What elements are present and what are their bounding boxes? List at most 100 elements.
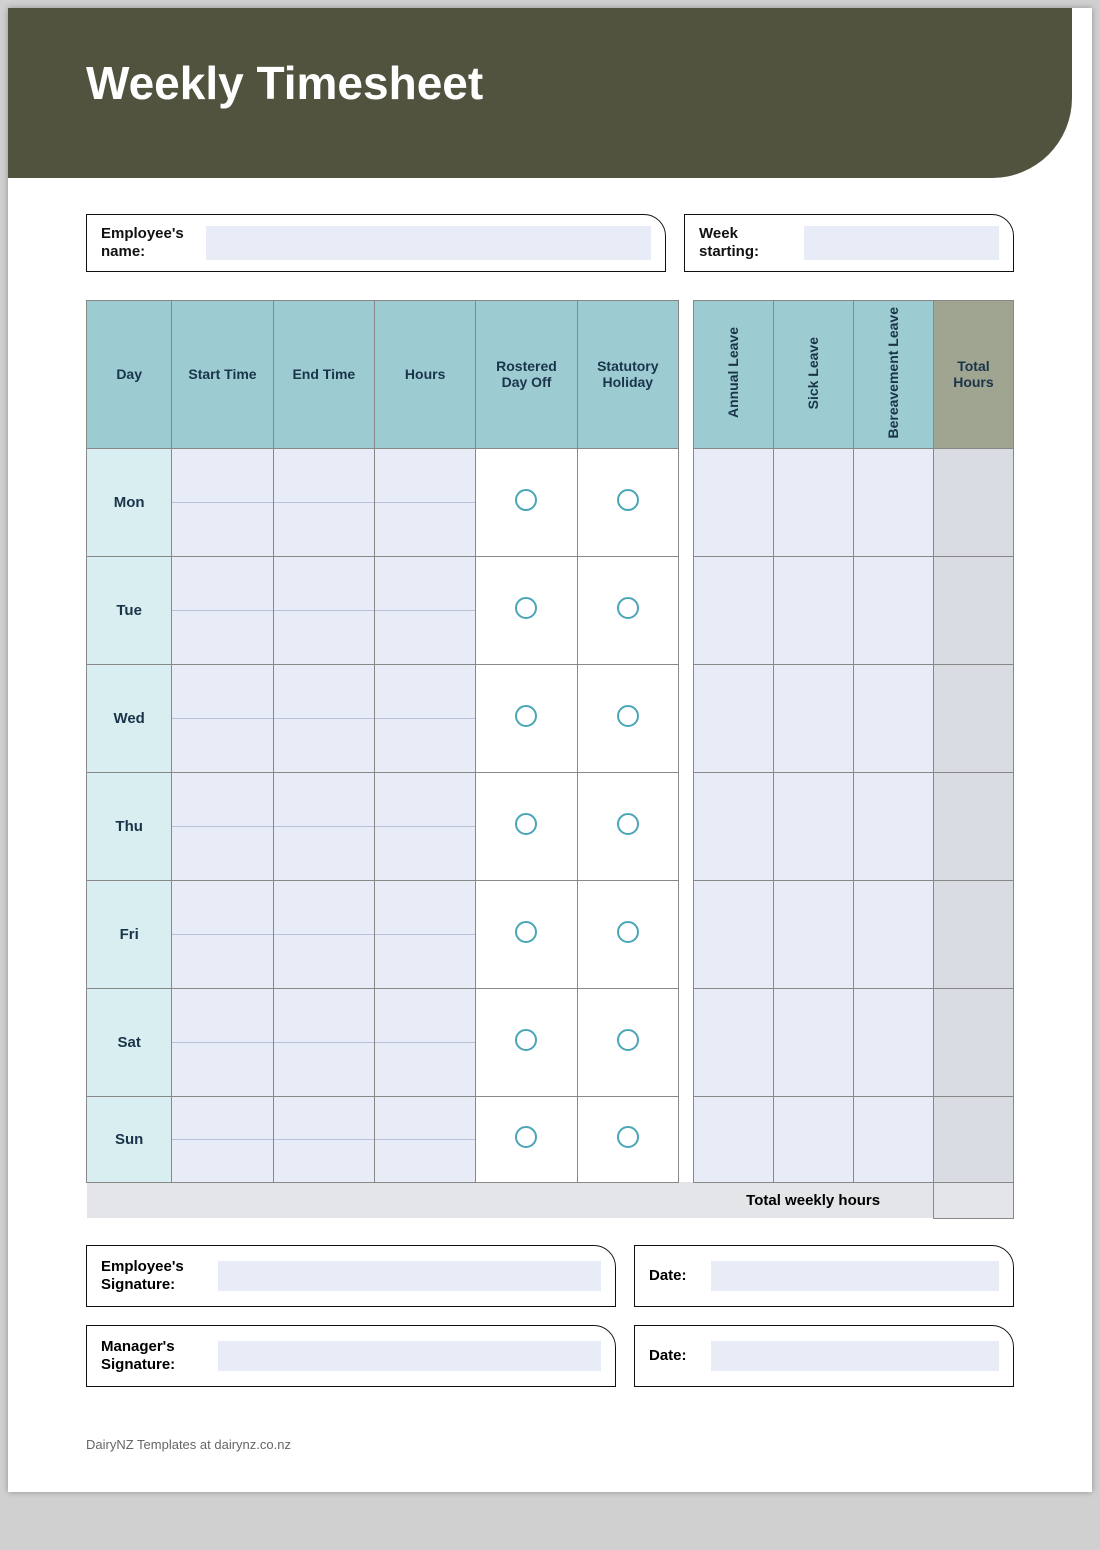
start-time-sun[interactable] (172, 1096, 273, 1182)
rdo-sun[interactable] (476, 1096, 577, 1182)
total-sat[interactable] (933, 988, 1013, 1096)
hours-wed[interactable] (374, 664, 475, 772)
end-time-tue[interactable] (273, 556, 374, 664)
bereave-sat[interactable] (853, 988, 933, 1096)
start-time-thu[interactable] (172, 772, 273, 880)
day-label-fri: Fri (87, 880, 172, 988)
hours-sat[interactable] (374, 988, 475, 1096)
end-time-fri[interactable] (273, 880, 374, 988)
bereave-mon[interactable] (853, 448, 933, 556)
annual-tue[interactable] (693, 556, 773, 664)
radio-circle-icon[interactable] (617, 813, 639, 835)
annual-thu[interactable] (693, 772, 773, 880)
radio-circle-icon[interactable] (515, 705, 537, 727)
stat-mon[interactable] (577, 448, 678, 556)
total-mon[interactable] (933, 448, 1013, 556)
day-row-wed: Wed (87, 664, 1014, 772)
stat-wed[interactable] (577, 664, 678, 772)
annual-mon[interactable] (693, 448, 773, 556)
annual-wed[interactable] (693, 664, 773, 772)
hours-sun[interactable] (374, 1096, 475, 1182)
sick-tue[interactable] (773, 556, 853, 664)
rdo-wed[interactable] (476, 664, 577, 772)
stat-thu[interactable] (577, 772, 678, 880)
annual-fri[interactable] (693, 880, 773, 988)
col-rdo: Rostered Day Off (476, 301, 577, 449)
manager-signature-field[interactable] (218, 1341, 601, 1371)
rdo-tue[interactable] (476, 556, 577, 664)
col-gap (678, 301, 693, 449)
week-starting-field[interactable] (804, 226, 999, 260)
day-label-tue: Tue (87, 556, 172, 664)
total-wed[interactable] (933, 664, 1013, 772)
radio-circle-icon[interactable] (515, 1029, 537, 1051)
start-time-mon[interactable] (172, 448, 273, 556)
total-tue[interactable] (933, 556, 1013, 664)
employee-sig-date-field[interactable] (711, 1261, 999, 1291)
bereave-fri[interactable] (853, 880, 933, 988)
sick-sun[interactable] (773, 1096, 853, 1182)
radio-circle-icon[interactable] (515, 489, 537, 511)
annual-sun[interactable] (693, 1096, 773, 1182)
rdo-mon[interactable] (476, 448, 577, 556)
total-thu[interactable] (933, 772, 1013, 880)
radio-circle-icon[interactable] (617, 489, 639, 511)
manager-signature-label: Manager's Signature: (101, 1338, 206, 1374)
end-time-thu[interactable] (273, 772, 374, 880)
rdo-thu[interactable] (476, 772, 577, 880)
end-time-sat[interactable] (273, 988, 374, 1096)
sick-sat[interactable] (773, 988, 853, 1096)
total-fri[interactable] (933, 880, 1013, 988)
radio-circle-icon[interactable] (617, 1126, 639, 1148)
stat-sat[interactable] (577, 988, 678, 1096)
radio-circle-icon[interactable] (617, 1029, 639, 1051)
employee-signature-box: Employee's Signature: (86, 1245, 616, 1307)
stat-sun[interactable] (577, 1096, 678, 1182)
radio-circle-icon[interactable] (515, 813, 537, 835)
start-time-wed[interactable] (172, 664, 273, 772)
start-time-fri[interactable] (172, 880, 273, 988)
start-time-sat[interactable] (172, 988, 273, 1096)
stat-tue[interactable] (577, 556, 678, 664)
total-sun[interactable] (933, 1096, 1013, 1182)
sick-thu[interactable] (773, 772, 853, 880)
start-time-tue[interactable] (172, 556, 273, 664)
end-time-sun[interactable] (273, 1096, 374, 1182)
radio-circle-icon[interactable] (617, 705, 639, 727)
bereave-wed[interactable] (853, 664, 933, 772)
hours-thu[interactable] (374, 772, 475, 880)
end-time-wed[interactable] (273, 664, 374, 772)
hours-fri[interactable] (374, 880, 475, 988)
bereave-thu[interactable] (853, 772, 933, 880)
manager-sig-row: Manager's Signature: Date: (86, 1325, 1014, 1387)
day-row-sat: Sat (87, 988, 1014, 1096)
radio-circle-icon[interactable] (515, 597, 537, 619)
bereave-tue[interactable] (853, 556, 933, 664)
rdo-fri[interactable] (476, 880, 577, 988)
radio-circle-icon[interactable] (617, 921, 639, 943)
manager-sig-date-box: Date: (634, 1325, 1014, 1387)
sick-wed[interactable] (773, 664, 853, 772)
bereave-sun[interactable] (853, 1096, 933, 1182)
annual-sat[interactable] (693, 988, 773, 1096)
radio-circle-icon[interactable] (515, 1126, 537, 1148)
radio-circle-icon[interactable] (617, 597, 639, 619)
col-sick: Sick Leave (773, 301, 853, 449)
employee-name-field[interactable] (206, 226, 651, 260)
sick-mon[interactable] (773, 448, 853, 556)
gap-sun (678, 1096, 693, 1182)
total-weekly-value[interactable] (933, 1182, 1013, 1218)
manager-sig-date-field[interactable] (711, 1341, 999, 1371)
page-title: Weekly Timesheet (86, 56, 1072, 110)
stat-fri[interactable] (577, 880, 678, 988)
day-row-fri: Fri (87, 880, 1014, 988)
end-time-mon[interactable] (273, 448, 374, 556)
hours-tue[interactable] (374, 556, 475, 664)
employee-sig-date-label: Date: (649, 1267, 699, 1284)
hours-mon[interactable] (374, 448, 475, 556)
rdo-sat[interactable] (476, 988, 577, 1096)
day-label-thu: Thu (87, 772, 172, 880)
radio-circle-icon[interactable] (515, 921, 537, 943)
sick-fri[interactable] (773, 880, 853, 988)
employee-signature-field[interactable] (218, 1261, 601, 1291)
